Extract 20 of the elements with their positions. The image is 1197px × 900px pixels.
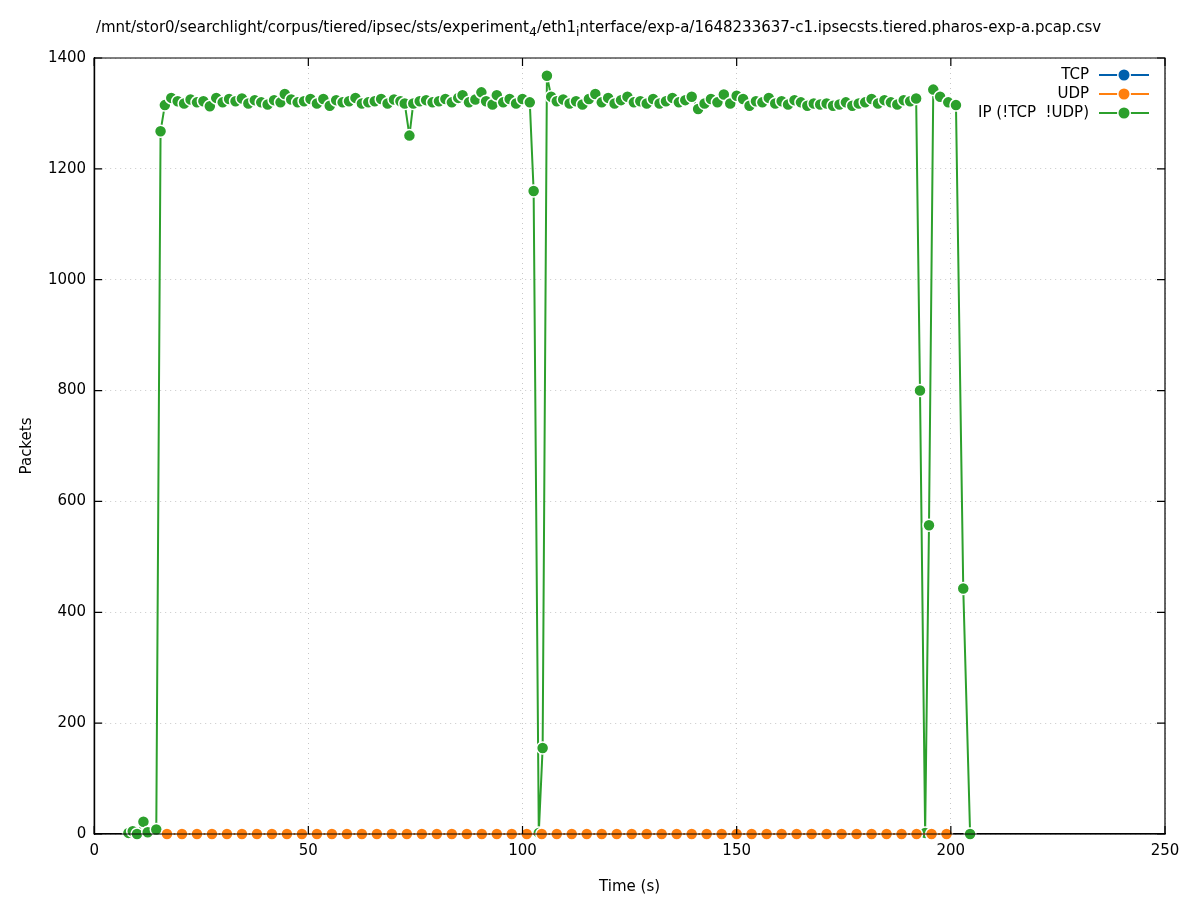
x-tick-label: 200 [936, 840, 966, 859]
y-tick-label: 1200 [47, 158, 87, 177]
chart-title: /mnt/stor0/searchlight/corpus/tiered/ipsec/sts/experiment$_{4}$/eth1$_{i}$nterface/exp-a/1648233637-c1.ipsecsts.tiered.pharos-exp-a.pcap.csv [94, 18, 1103, 39]
x-tick-label: 0 [89, 840, 99, 859]
x-tick-label: 100 [508, 840, 537, 859]
legend-label: TCP [1060, 64, 1089, 83]
y-tick-label: 1400 [47, 47, 87, 66]
y-tick-label: 800 [57, 380, 87, 399]
y-tick-label: 400 [57, 602, 87, 621]
legend-label: UDP [1057, 83, 1089, 102]
y-tick-label: 200 [57, 713, 87, 732]
y-tick-label: 1000 [47, 269, 87, 288]
x-axis-title: Time (s) [598, 876, 661, 895]
y-axis-title: Packets [16, 417, 35, 475]
x-tick-label: 250 [1150, 840, 1180, 859]
x-tick-label: 150 [722, 840, 751, 859]
y-tick-label: 0 [76, 823, 87, 842]
legend-label: IP (!TCP !UDP) [978, 102, 1089, 121]
x-tick-label: 50 [298, 840, 318, 859]
y-tick-label: 600 [57, 491, 87, 510]
